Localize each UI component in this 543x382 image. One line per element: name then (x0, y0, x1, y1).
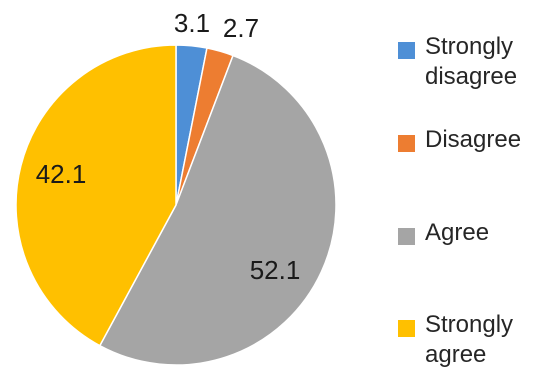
legend-swatch-disagree (398, 135, 415, 152)
legend-swatch-agree (398, 228, 415, 245)
pie-slice-agree (98, 54, 337, 366)
data-label-disagree: 2.7 (223, 13, 259, 43)
pie-slice-strongly-agree (15, 44, 177, 347)
legend-label-disagree: Disagree (425, 126, 522, 153)
legend-label-agree: Agree (425, 219, 490, 246)
data-label-strongly-disagree: 3.1 (174, 8, 210, 38)
data-label-agree: 52.1 (250, 255, 301, 285)
legend-swatch-strongly-agree (398, 320, 415, 337)
legend-label-strongly-disagree: Strongly disagree (425, 33, 518, 90)
data-label-strongly-agree: 42.1 (36, 159, 87, 189)
legend-label-strongly-agree: Strongly agree (425, 311, 514, 368)
legend-swatch-strongly-disagree (398, 42, 415, 59)
